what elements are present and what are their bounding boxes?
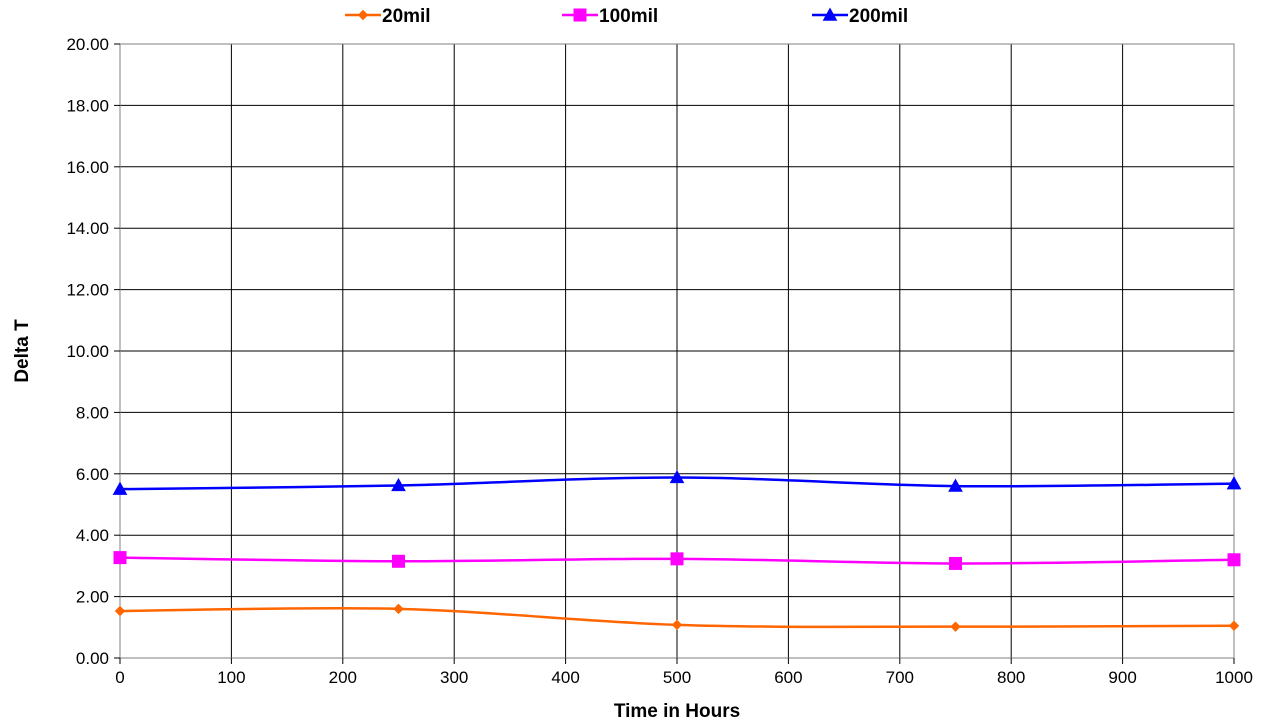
- x-axis-ticks: 0 100 200 300 400 500 600 700 800 900 1000: [115, 658, 1253, 687]
- x-tick-label: 300: [440, 668, 468, 687]
- data-point-200mil: [1226, 476, 1242, 490]
- data-point-20mil: [1228, 620, 1240, 631]
- y-tick-label: 20.00: [66, 35, 109, 54]
- data-point-100mil: [392, 554, 405, 568]
- series-200mil: [112, 469, 1242, 495]
- data-point-100mil: [670, 552, 684, 566]
- data-point-200mil: [391, 477, 406, 492]
- y-tick-label: 0.00: [76, 649, 109, 668]
- x-tick-label: 800: [997, 668, 1025, 687]
- y-tick-label: 12.00: [66, 281, 109, 300]
- x-tick-label: 0: [115, 668, 124, 687]
- data-point-100mil: [949, 556, 962, 570]
- x-tick-label: 400: [551, 668, 579, 687]
- x-tick-label: 900: [1108, 668, 1136, 687]
- legend-item-100mil: 100mil: [562, 6, 658, 27]
- legend-label: 200mil: [849, 6, 908, 27]
- y-tick-label: 16.00: [66, 158, 109, 177]
- legend-label: 100mil: [599, 6, 658, 27]
- data-point-200mil: [948, 478, 963, 492]
- legend: 20mil 100mil 200mil: [345, 6, 908, 27]
- legend-item-200mil: 200mil: [812, 6, 908, 27]
- data-point-20mil: [671, 619, 683, 631]
- series-group: [112, 469, 1242, 632]
- y-tick-label: 6.00: [76, 465, 109, 484]
- x-tick-label: 100: [217, 668, 245, 687]
- data-point-100mil: [113, 551, 127, 565]
- y-tick-label: 18.00: [66, 96, 109, 115]
- legend-marker: [357, 9, 369, 21]
- x-tick-label: 700: [886, 668, 914, 687]
- y-axis-title: Delta T: [12, 319, 33, 383]
- y-tick-label: 14.00: [66, 219, 109, 238]
- x-tick-label: 600: [774, 668, 802, 687]
- y-axis-ticks: 0.00 2.00 4.00 6.00 8.00 10.00 12.00 14.00 16.00…: [66, 35, 120, 668]
- data-point-20mil: [114, 605, 126, 617]
- series-100mil: [113, 551, 1241, 570]
- legend-item-20mil: 20mil: [345, 6, 431, 27]
- data-point-20mil: [393, 603, 404, 615]
- x-axis-title: Time in Hours: [614, 701, 740, 722]
- y-tick-label: 8.00: [76, 403, 109, 422]
- x-tick-label: 1000: [1215, 668, 1253, 687]
- legend-marker: [822, 7, 838, 21]
- data-point-100mil: [1227, 553, 1241, 567]
- data-point-20mil: [950, 621, 961, 632]
- legend-label: 20mil: [382, 6, 431, 27]
- legend-marker: [573, 8, 587, 22]
- y-tick-label: 4.00: [76, 526, 109, 545]
- x-tick-label: 200: [329, 668, 357, 687]
- x-tick-label: 500: [663, 668, 691, 687]
- y-tick-label: 10.00: [66, 342, 109, 361]
- data-point-200mil: [669, 469, 685, 484]
- y-tick-label: 2.00: [76, 588, 109, 607]
- series-20mil: [114, 603, 1240, 632]
- data-point-200mil: [112, 481, 128, 495]
